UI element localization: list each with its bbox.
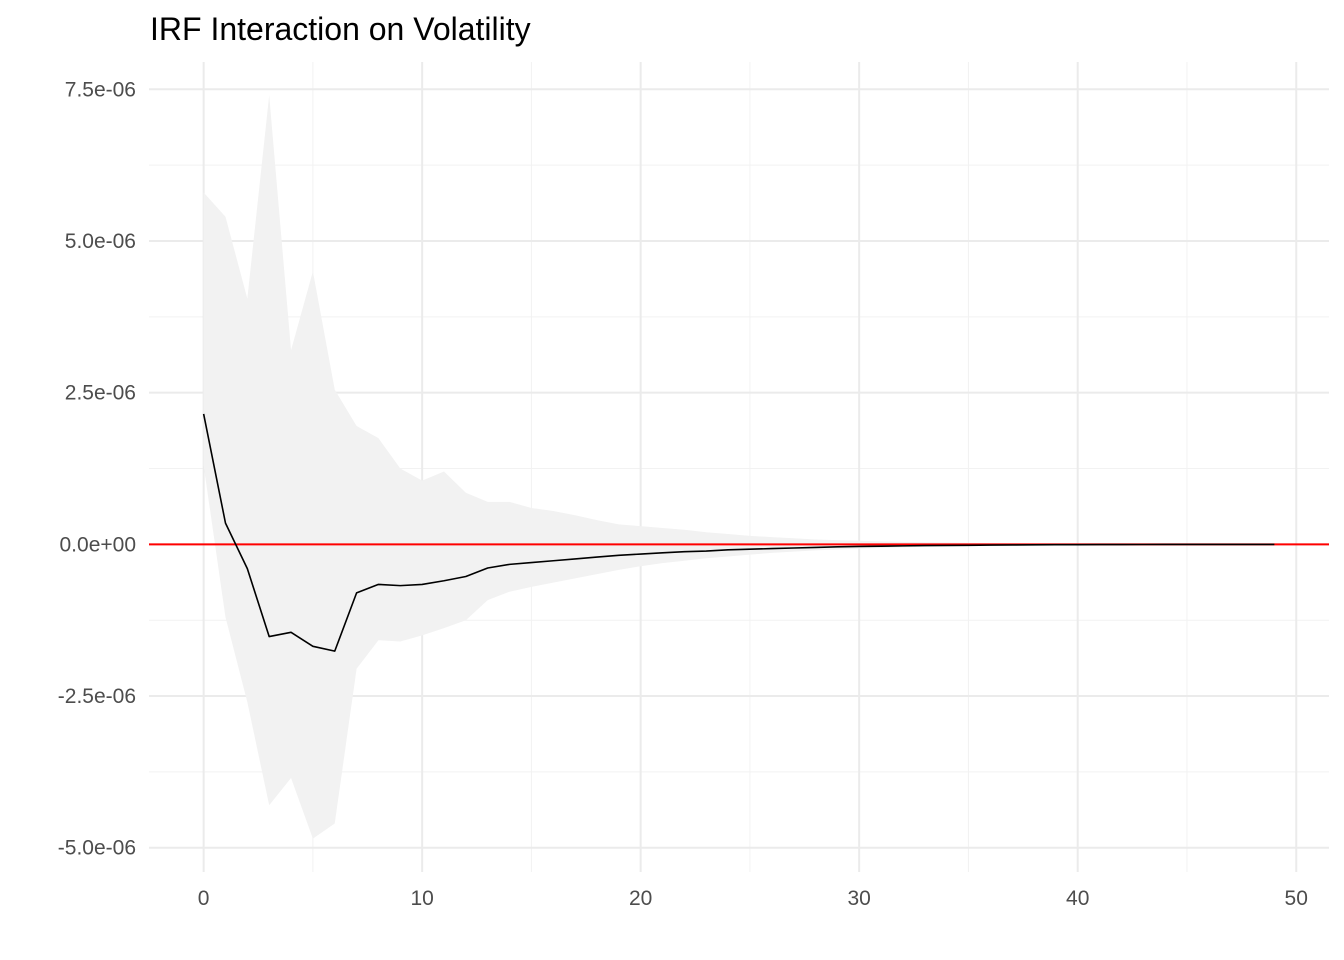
x-tick-label: 50: [1285, 887, 1308, 910]
x-tick-label: 20: [629, 887, 652, 910]
y-tick-label: 5.0e-06: [65, 230, 136, 253]
y-tick-label: -2.5e-06: [58, 685, 136, 708]
x-tick-label: 0: [198, 887, 210, 910]
x-axis-ticks: 0 10 20 30 40 50: [198, 887, 1308, 910]
y-tick-label: 0.0e+00: [60, 533, 137, 556]
irf-series-group: [202, 413, 1275, 652]
irf-line: [202, 413, 1275, 652]
x-tick-label: 40: [1066, 887, 1089, 910]
confidence-band: [203, 95, 1275, 839]
y-axis-ticks: -5.0e-06 -2.5e-06 0.0e+00 2.5e-06 5.0e-06 7.5…: [58, 78, 136, 859]
y-tick-label: 2.5e-06: [65, 382, 136, 405]
x-tick-label: 30: [848, 887, 871, 910]
y-tick-label: -5.0e-06: [58, 837, 136, 860]
confidence-band-group: [203, 95, 1275, 839]
x-tick-label: 10: [410, 887, 433, 910]
chart-title: IRF Interaction on Volatility: [150, 11, 531, 47]
y-tick-label: 7.5e-06: [65, 78, 136, 101]
